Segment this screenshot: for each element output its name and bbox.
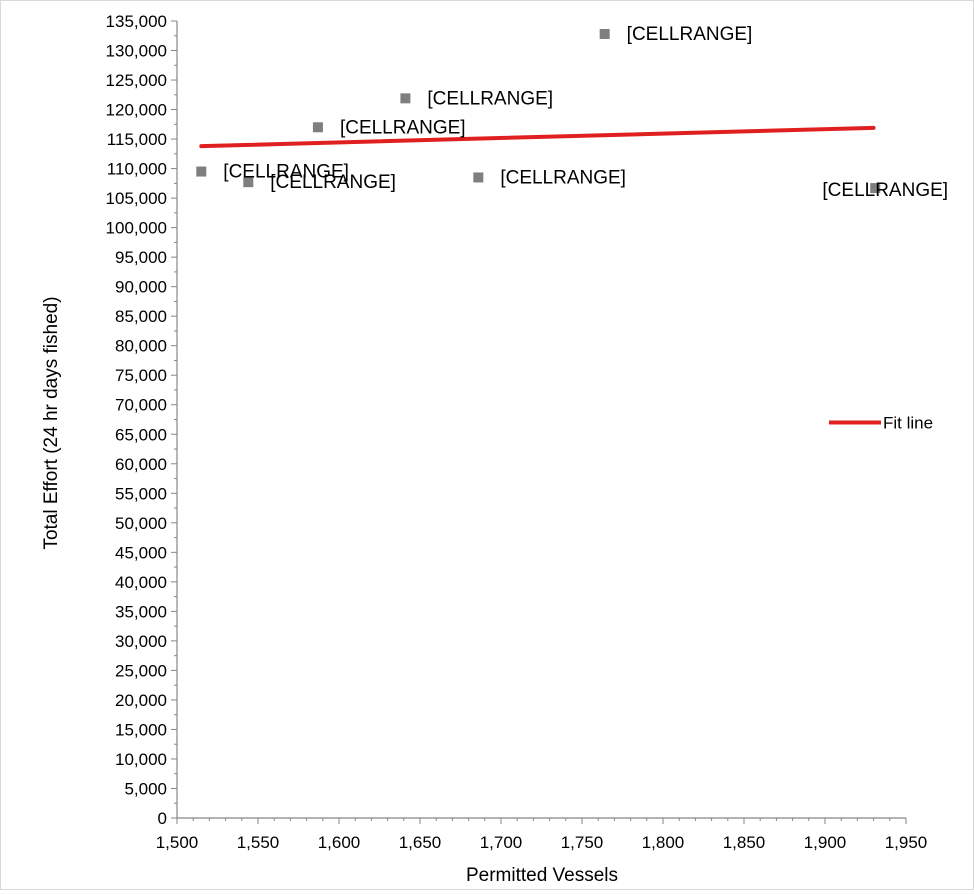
data-label: [CELLRANGE]	[627, 24, 753, 45]
y-tick-label: 135,000	[106, 12, 167, 31]
y-tick-label: 15,000	[115, 720, 167, 739]
y-tick-label: 90,000	[115, 278, 167, 297]
data-label: [CELLRANGE]	[500, 167, 626, 188]
x-tick-label: 1,900	[804, 833, 847, 852]
points-layer	[196, 28, 881, 194]
y-tick-label: 130,000	[106, 42, 167, 61]
data-point	[870, 183, 881, 194]
fit-line	[199, 125, 876, 149]
y-tick-label: 25,000	[115, 661, 167, 680]
x-tick-label: 1,950	[885, 833, 928, 852]
y-tick-label: 110,000	[107, 160, 167, 179]
legend: Fit line	[829, 413, 933, 432]
x-tick-label: 1,550	[237, 833, 280, 852]
y-tick-label: 35,000	[115, 602, 167, 621]
y-tick-label: 20,000	[115, 691, 167, 710]
y-axis-title: Total Effort (24 hr days fished)	[41, 296, 62, 549]
y-tick-label: 75,000	[115, 366, 167, 385]
x-tick-label: 1,700	[480, 833, 523, 852]
data-point	[243, 177, 254, 188]
data-point	[312, 122, 323, 133]
y-tick-label: 100,000	[106, 219, 167, 238]
y-tick-label: 125,000	[106, 71, 167, 90]
x-axis-title: Permitted Vessels	[466, 865, 618, 886]
y-tick-label: 10,000	[115, 750, 167, 769]
y-tick-label: 105,000	[106, 189, 167, 208]
y-tick-label: 55,000	[115, 484, 167, 503]
fit-line-layer	[199, 125, 876, 149]
y-tick-label: 50,000	[115, 514, 167, 533]
data-point	[196, 166, 207, 177]
y-tick-label: 70,000	[115, 396, 167, 415]
y-tick-label: 60,000	[115, 455, 167, 474]
data-labels-layer: [CELLRANGE][CELLRANGE][CELLRANGE][CELLRA…	[223, 24, 948, 201]
data-label: [CELLRANGE]	[427, 88, 553, 109]
data-label: [CELLRANGE]	[223, 162, 349, 183]
x-tick-label: 1,750	[561, 833, 604, 852]
data-label: [CELLRANGE]	[340, 117, 466, 138]
data-label: [CELLRANGE]	[822, 180, 948, 201]
y-tick-label: 0	[158, 809, 167, 828]
data-point	[400, 93, 411, 104]
legend-label-fit-line: Fit line	[883, 413, 933, 432]
data-label: [CELLRANGE]	[270, 172, 396, 193]
y-tick-label: 30,000	[115, 632, 167, 651]
x-axis: 1,500 1,550 1,600 1,650 1,700 1,750 1,800 1,850…	[156, 817, 928, 852]
x-tick-label: 1,500	[156, 833, 199, 852]
y-tick-label: 40,000	[115, 573, 167, 592]
y-tick-label: 65,000	[115, 425, 167, 444]
data-point	[599, 28, 610, 39]
y-tick-label: 5,000	[124, 779, 167, 798]
y-axis: 0 5,000 10,000 15,000 20,000 25,000 30,000 35,0…	[106, 12, 178, 828]
x-tick-label: 1,650	[399, 833, 442, 852]
y-tick-label: 115,000	[107, 130, 167, 149]
y-tick-label: 85,000	[115, 307, 167, 326]
data-point	[473, 172, 484, 183]
y-tick-label: 80,000	[115, 337, 167, 356]
x-tick-label: 1,850	[723, 833, 766, 852]
y-tick-label: 95,000	[115, 248, 167, 267]
x-tick-label: 1,800	[642, 833, 685, 852]
y-tick-label: 120,000	[106, 101, 167, 120]
x-tick-label: 1,600	[318, 833, 361, 852]
y-tick-label: 45,000	[115, 543, 167, 562]
